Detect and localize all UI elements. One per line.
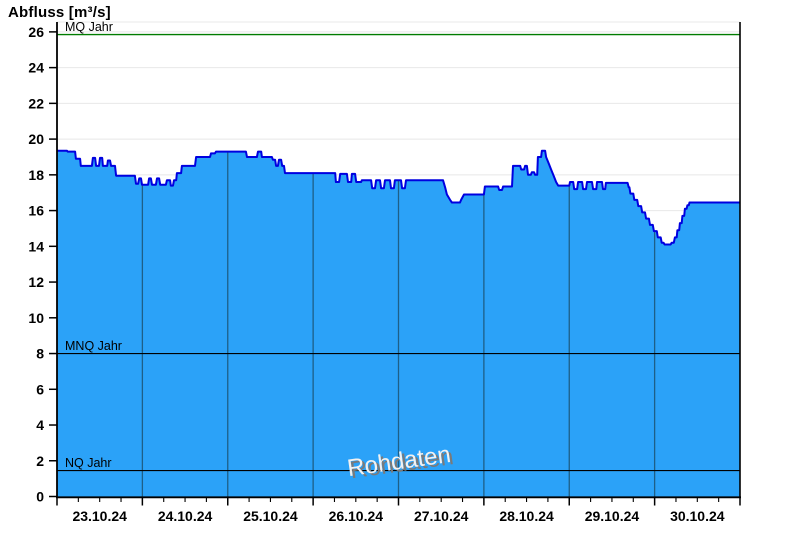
x-day-label: 26.10.24 — [329, 508, 384, 524]
y-tick-label: 26 — [28, 24, 44, 40]
y-tick-label: 20 — [28, 131, 44, 147]
vertical-day-gridlines — [141, 150, 656, 497]
reference-line-mq-jahr: MQ Jahr — [57, 20, 740, 36]
x-day-label: 24.10.24 — [158, 508, 213, 524]
y-tick-label: 6 — [36, 381, 44, 397]
plot-frame — [56, 22, 741, 499]
reference-line-nq-jahr: NQ Jahr — [57, 456, 740, 472]
y-tick-label: 16 — [28, 203, 44, 219]
x-day-label: 25.10.24 — [243, 508, 298, 524]
chart-title: Abfluss [m³/s] — [8, 4, 111, 21]
reference-line-mnq-jahr: MNQ Jahr — [57, 339, 740, 355]
x-day-label: 27.10.24 — [414, 508, 469, 524]
y-tick-label: 12 — [28, 274, 44, 290]
discharge-curve — [57, 149, 740, 246]
x-day-label: 29.10.24 — [585, 508, 640, 524]
x-day-label: 23.10.24 — [72, 508, 127, 524]
y-tick-label: 4 — [36, 417, 44, 433]
y-tick-label: 24 — [28, 60, 44, 76]
y-tick-label: 14 — [28, 238, 44, 254]
reference-line-label: MNQ Jahr — [65, 339, 122, 353]
y-tick-label: 8 — [36, 346, 44, 362]
y-tick-label: 2 — [36, 453, 44, 469]
y-tick-label: 18 — [28, 167, 44, 183]
x-day-label: 28.10.24 — [499, 508, 554, 524]
y-tick-label: 0 — [36, 489, 44, 505]
reference-line-label: NQ Jahr — [65, 456, 112, 470]
y-tick-label: 10 — [28, 310, 44, 326]
reference-line-label: MQ Jahr — [65, 20, 113, 34]
y-tick-label: 22 — [28, 95, 44, 111]
x-axis-ticks: 23.10.24 24.10.24 25.10.24 26.10.24 27.10.24… — [56, 498, 741, 524]
x-day-label: 30.10.24 — [670, 508, 725, 524]
